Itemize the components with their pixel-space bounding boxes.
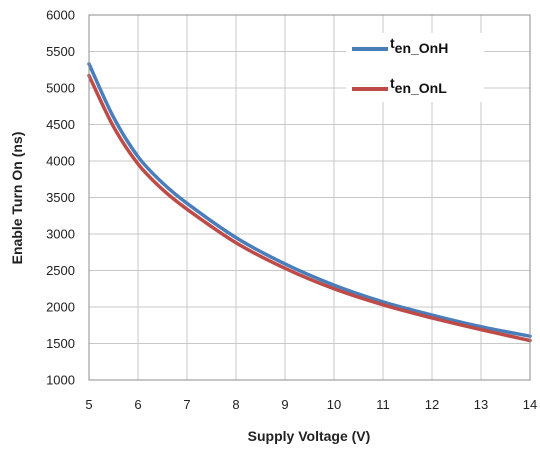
- x-tick-label: 5: [85, 397, 92, 412]
- x-tick-label: 9: [281, 397, 288, 412]
- x-tick-label: 14: [523, 397, 537, 412]
- y-tick-label: 2500: [46, 263, 75, 278]
- series-line-en-onl: [87, 73, 532, 343]
- y-tick-label: 5500: [46, 44, 75, 59]
- series-line-en-onh: [87, 62, 532, 338]
- x-axis-label: Supply Voltage (V): [248, 428, 371, 444]
- legend-label: ten_OnL: [390, 75, 447, 96]
- x-tick-label: 6: [134, 397, 141, 412]
- legend-label-subscript: en_OnH: [395, 40, 449, 56]
- legend-label: ten_OnH: [390, 35, 448, 56]
- x-tick-label: 7: [183, 397, 190, 412]
- y-axis-ticks: 1000 1500 2000 2500 3000 3500 4000 4500 5000 5500…: [46, 8, 75, 388]
- x-tick-label: 12: [425, 397, 439, 412]
- y-axis-label: Enable Turn On (ns): [9, 132, 25, 265]
- y-tick-label: 3500: [46, 190, 75, 205]
- y-tick-label: 4000: [46, 154, 75, 169]
- x-tick-label: 10: [327, 397, 341, 412]
- y-tick-label: 3000: [46, 227, 75, 242]
- legend-label-main: t: [390, 35, 395, 51]
- x-axis-ticks: 5 6 7 8 9 10 11 12 13 14: [85, 397, 537, 412]
- legend-label-subscript: en_OnL: [395, 80, 448, 96]
- y-tick-label: 4500: [46, 117, 75, 132]
- y-tick-label: 1500: [46, 336, 75, 351]
- y-tick-label: 1000: [46, 373, 75, 388]
- x-tick-label: 13: [474, 397, 488, 412]
- y-tick-label: 2000: [46, 300, 75, 315]
- legend-label-main: t: [390, 75, 395, 91]
- x-tick-label: 11: [376, 397, 390, 412]
- x-tick-label: 8: [232, 397, 239, 412]
- y-tick-label: 5000: [46, 81, 75, 96]
- series-lines: [87, 62, 532, 343]
- y-tick-label: 6000: [46, 8, 75, 23]
- plot-border: [88, 14, 531, 381]
